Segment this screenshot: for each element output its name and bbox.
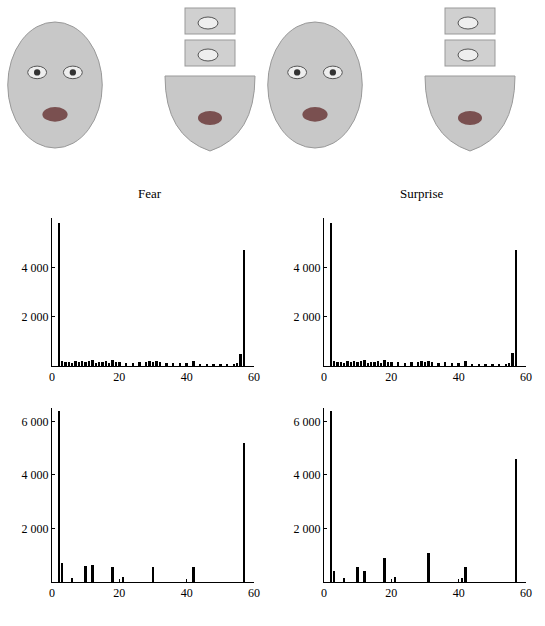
svg-text:0: 0: [321, 586, 327, 600]
svg-text:40: 40: [181, 370, 193, 384]
svg-text:60: 60: [248, 586, 260, 600]
svg-text:Fear: Fear: [138, 186, 162, 201]
svg-text:60: 60: [248, 370, 260, 384]
svg-text:2 000: 2 000: [294, 522, 321, 536]
svg-text:60: 60: [520, 586, 532, 600]
svg-text:4 000: 4 000: [294, 468, 321, 482]
svg-text:2 000: 2 000: [294, 310, 321, 324]
svg-text:4 000: 4 000: [22, 468, 49, 482]
svg-text:40: 40: [453, 370, 465, 384]
svg-text:4 000: 4 000: [22, 261, 49, 275]
svg-text:20: 20: [385, 586, 397, 600]
svg-text:2 000: 2 000: [22, 522, 49, 536]
svg-text:20: 20: [113, 370, 125, 384]
svg-text:6 000: 6 000: [294, 415, 321, 429]
svg-text:0: 0: [321, 370, 327, 384]
svg-text:40: 40: [453, 586, 465, 600]
svg-text:4 000: 4 000: [294, 261, 321, 275]
svg-text:60: 60: [520, 370, 532, 384]
svg-text:0: 0: [49, 586, 55, 600]
svg-text:0: 0: [49, 370, 55, 384]
svg-text:6 000: 6 000: [22, 415, 49, 429]
svg-text:40: 40: [181, 586, 193, 600]
svg-text:20: 20: [113, 586, 125, 600]
svg-text:20: 20: [385, 370, 397, 384]
svg-text:2 000: 2 000: [22, 310, 49, 324]
svg-text:Surprise: Surprise: [400, 186, 444, 201]
